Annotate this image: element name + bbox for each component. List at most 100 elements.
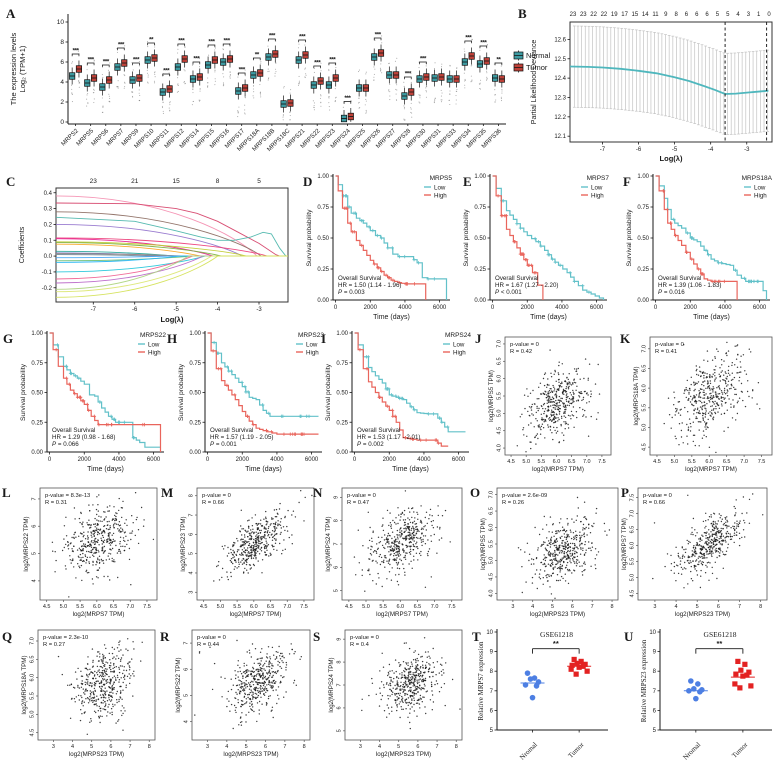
outlier: [71, 88, 73, 90]
data-point: [398, 552, 400, 554]
data-point: [572, 559, 574, 561]
data-point: [565, 408, 567, 411]
outlier: [426, 86, 428, 88]
data-point: [536, 569, 538, 571]
data-point: [416, 541, 418, 543]
data-point: [412, 507, 414, 509]
data-point: [540, 413, 542, 415]
data-point: [720, 520, 723, 523]
data-point: [236, 551, 239, 553]
data-point: [384, 547, 386, 550]
data-point: [95, 576, 98, 578]
data-point: [553, 422, 555, 424]
data-point: [433, 533, 435, 536]
y-tick-label: 5: [189, 552, 195, 555]
data-point: [721, 393, 724, 395]
data-point: [712, 416, 715, 418]
data-point: [95, 537, 97, 540]
data-point: [692, 434, 695, 436]
outlier: [470, 75, 472, 77]
data-point: [704, 416, 706, 418]
data-point: [736, 345, 738, 347]
data-point: [263, 544, 265, 546]
data-point: [592, 525, 594, 528]
data-point: [425, 529, 427, 531]
data-point: [231, 553, 234, 556]
outlier: [92, 92, 94, 94]
data-point: [740, 371, 742, 373]
data-point: [575, 565, 578, 567]
outlier: [93, 89, 95, 91]
data-point: [538, 398, 540, 400]
data-point: [539, 382, 542, 384]
data-point: [569, 529, 572, 531]
data-point: [80, 564, 83, 567]
data-point: [735, 512, 737, 514]
data-point: [246, 561, 248, 564]
data-point: [705, 548, 707, 550]
data-point: [725, 352, 728, 354]
data-point: [107, 524, 109, 526]
data-point: [249, 568, 251, 570]
data-point: [707, 538, 709, 540]
y-tick-label: 1.00: [31, 331, 43, 337]
y-tick-label: 0.00: [31, 450, 43, 456]
x-tick-label: 5.5: [233, 604, 241, 610]
outlier: [494, 94, 496, 96]
data-point: [397, 554, 399, 556]
data-point: [726, 530, 729, 533]
data-point: [244, 529, 246, 531]
data-point: [711, 524, 714, 526]
data-point: [408, 563, 410, 565]
data-point: [565, 421, 567, 423]
outlier: [464, 50, 466, 52]
data-point: [711, 388, 713, 390]
data-point: [403, 509, 406, 512]
data-point: [556, 402, 558, 404]
data-point: [263, 518, 265, 520]
data-point: [392, 519, 394, 522]
data-point: [558, 567, 561, 569]
data-point: [408, 528, 410, 531]
outlier: [433, 67, 436, 70]
data-point: [247, 544, 250, 547]
data-point: [377, 547, 379, 549]
data-point: [694, 397, 696, 399]
data-point: [554, 369, 556, 372]
data-point: [585, 526, 587, 529]
data-point: [726, 395, 729, 397]
data-point: [75, 696, 78, 698]
data-point: [254, 514, 257, 516]
data-point: [413, 530, 415, 532]
data-point: [78, 547, 81, 549]
data-point: [730, 403, 732, 405]
data-point: [566, 544, 569, 546]
data-point: [580, 547, 582, 549]
data-point: [727, 426, 729, 429]
data-point: [250, 548, 252, 551]
x-tick-label: 4000: [398, 305, 412, 311]
data-point: [252, 547, 255, 549]
data-point: [240, 509, 242, 511]
data-point: [676, 564, 678, 566]
data-point: [388, 546, 390, 548]
data-point: [91, 578, 94, 580]
data-point: [557, 399, 559, 401]
x-axis-title: Time (days): [530, 314, 567, 321]
data-point: [235, 561, 237, 563]
data-point: [378, 577, 380, 579]
x-tick-label: 2000: [236, 457, 250, 463]
outlier: [162, 110, 164, 112]
data-point: [559, 399, 561, 402]
outlier: [168, 72, 170, 74]
data-point: [554, 549, 556, 552]
data-point: [553, 544, 556, 547]
data-point: [586, 402, 588, 404]
data-point: [703, 412, 705, 415]
data-point: [693, 394, 695, 397]
data-point: [584, 563, 586, 565]
data-point: [70, 562, 72, 564]
data-point: [69, 543, 72, 545]
data-point: [542, 404, 545, 406]
y-tick-label: 4.5: [489, 573, 495, 581]
